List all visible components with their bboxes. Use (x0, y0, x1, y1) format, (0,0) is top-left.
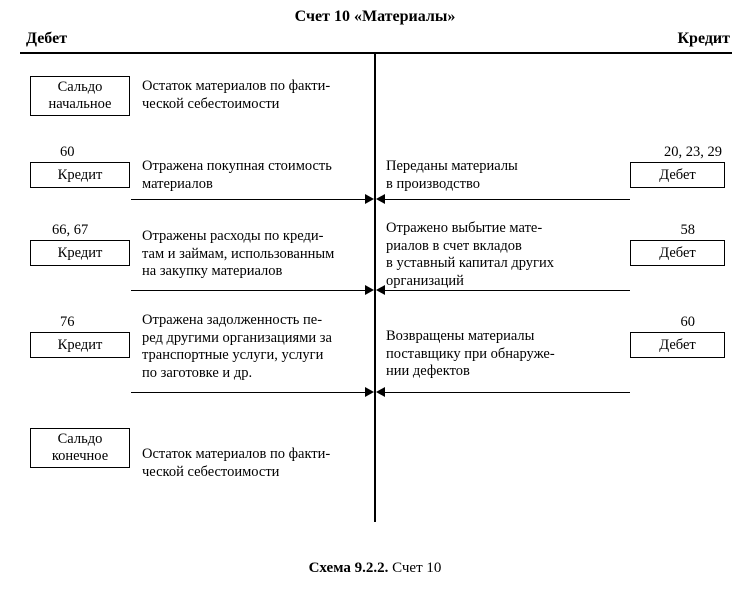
row2-left-box-label: Кредит (58, 245, 103, 262)
saldo-end-line1: Сальдо (58, 431, 103, 447)
row1-left-accounts: 60 (60, 144, 75, 161)
row3-left-accounts: 76 (60, 314, 75, 331)
row3-left-box: Кредит (30, 332, 130, 358)
figure-caption-rest: Счет 10 (388, 560, 441, 576)
row1-right-box: Дебет (630, 162, 725, 188)
header-credit: Кредит (677, 30, 730, 48)
t-account-top-rule (20, 52, 732, 54)
row2-right-box: Дебет (630, 240, 725, 266)
row1-right-accounts: 20, 23, 29 (664, 144, 722, 161)
row2-right-desc: Отражено выбытие мате- риалов в счет вкл… (386, 220, 596, 291)
row3-arrow-to-center-left (131, 392, 365, 393)
row1-right-box-label: Дебет (659, 167, 695, 184)
saldo-end-desc: Остаток материалов по факти- ческой себе… (142, 446, 367, 481)
row1-arrowhead-right (365, 194, 374, 204)
row3-right-desc: Возвращены материалы поставщику при обна… (386, 328, 596, 381)
row2-right-accounts: 58 (681, 222, 696, 239)
row3-right-accounts: 60 (681, 314, 696, 331)
row3-right-box-label: Дебет (659, 337, 695, 354)
row2-arrowhead-right (365, 285, 374, 295)
saldo-start-line2: начальное (49, 96, 112, 112)
figure-caption-bold: Схема 9.2.2. (309, 560, 389, 576)
row1-arrowhead-left (376, 194, 385, 204)
row2-left-accounts: 66, 67 (52, 222, 88, 239)
saldo-end-line2: конечное (52, 448, 108, 464)
row2-left-box: Кредит (30, 240, 130, 266)
row3-left-desc: Отражена задолженность пе- ред другими о… (142, 312, 367, 383)
row2-left-desc: Отражены расходы по креди- там и займам,… (142, 228, 367, 281)
header-debit: Дебет (26, 30, 67, 48)
saldo-end-box: Сальдо конечное (30, 428, 130, 468)
saldo-start-box: Сальдо начальное (30, 76, 130, 116)
row1-left-box: Кредит (30, 162, 130, 188)
saldo-start-line1: Сальдо (58, 79, 103, 95)
row1-right-desc: Переданы материалы в производство (386, 158, 586, 193)
row3-arrowhead-right (365, 387, 374, 397)
row2-arrow-from-right (384, 290, 630, 291)
saldo-start-desc: Остаток материалов по факти- ческой себе… (142, 78, 362, 113)
row2-arrowhead-left (376, 285, 385, 295)
row3-left-box-label: Кредит (58, 337, 103, 354)
row2-arrow-to-center-left (131, 290, 365, 291)
row2-right-box-label: Дебет (659, 245, 695, 262)
account-title: Счет 10 «Материалы» (0, 8, 750, 26)
row3-right-box: Дебет (630, 332, 725, 358)
t-account-diagram: Счет 10 «Материалы» Дебет Кредит Сальдо … (0, 0, 750, 598)
figure-caption: Схема 9.2.2. Счет 10 (0, 560, 750, 577)
row1-arrow-to-center-left (131, 199, 365, 200)
row1-left-box-label: Кредит (58, 167, 103, 184)
row1-left-desc: Отражена покупная стоимость материалов (142, 158, 367, 193)
row1-arrow-from-right (384, 199, 630, 200)
row3-arrowhead-left (376, 387, 385, 397)
row3-arrow-from-right (384, 392, 630, 393)
